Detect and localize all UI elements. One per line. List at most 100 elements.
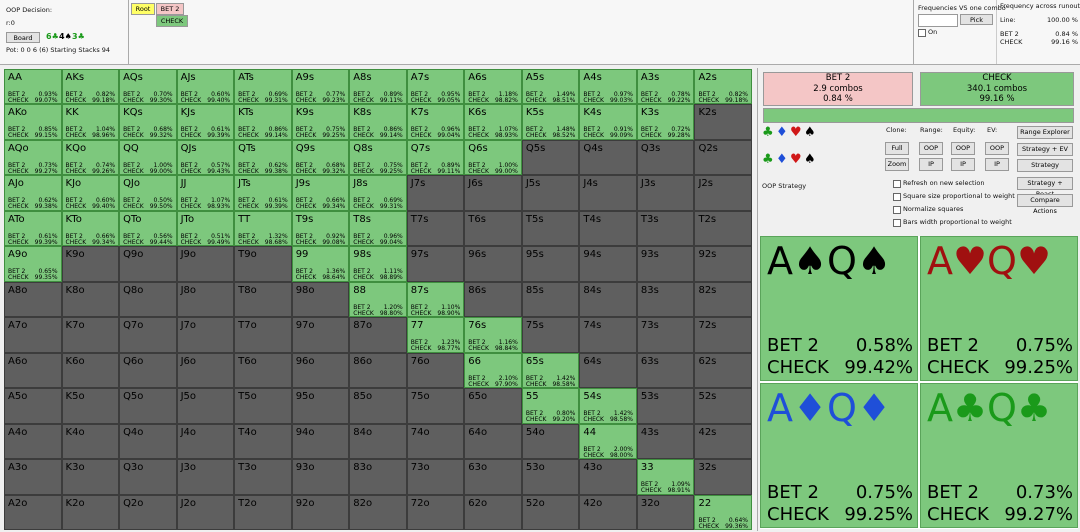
hand-cell[interactable]: KJo BET 2 0.60% CHECK 99.40% (61, 175, 120, 211)
view-button[interactable]: Strategy (1017, 159, 1073, 172)
hand-cell[interactable]: Q4s (579, 139, 637, 176)
hand-cell[interactable]: T2s (694, 210, 752, 247)
hand-cell[interactable]: A9s BET 2 0.77% CHECK 99.23% (291, 69, 350, 105)
hand-cell[interactable]: Q5s (521, 139, 580, 176)
hand-cell[interactable]: Q3o (119, 459, 177, 495)
hand-cell[interactable]: A2s BET 2 0.82% CHECK 99.18% (694, 69, 752, 105)
hand-cell[interactable]: 74s (579, 317, 637, 353)
hand-cell[interactable]: J7o (176, 317, 235, 353)
checkbox[interactable] (918, 29, 926, 37)
hand-cell[interactable]: J8s BET 2 0.69% CHECK 99.31% (349, 175, 407, 211)
hand-cell[interactable]: Q5o (119, 388, 177, 424)
hand-cell[interactable]: 96o (291, 352, 350, 389)
hand-cell[interactable]: AJo BET 2 0.62% CHECK 99.38% (4, 175, 62, 211)
control-button[interactable]: OOP (919, 142, 943, 155)
hand-cell[interactable]: 98s BET 2 1.11% CHECK 98.89% (349, 246, 407, 282)
hand-cell[interactable]: 42s (694, 423, 752, 460)
hand-cell[interactable]: K4s BET 2 0.91% CHECK 99.09% (579, 104, 637, 140)
hand-cell[interactable]: T4o (234, 423, 292, 460)
hand-cell[interactable]: Q2s (694, 139, 752, 176)
hand-cell[interactable]: 76s BET 2 1.16% CHECK 98.84% (464, 317, 522, 353)
hand-cell[interactable]: 62s (694, 352, 752, 389)
hand-cell[interactable]: 64o (464, 423, 522, 460)
hand-cell[interactable]: A8o (4, 281, 62, 318)
hand-cell[interactable]: QTs BET 2 0.62% CHECK 99.38% (234, 139, 292, 176)
hand-cell[interactable]: Q7o (119, 317, 177, 353)
hand-cell[interactable]: 73s (636, 317, 695, 353)
hand-cell[interactable]: 64s (579, 352, 637, 389)
hand-cell[interactable]: A5s BET 2 1.49% CHECK 98.51% (521, 69, 580, 105)
hand-cell[interactable]: T7o (234, 317, 292, 353)
hand-cell[interactable]: T6o (234, 352, 292, 389)
hand-cell[interactable]: T3o (234, 459, 292, 495)
hand-cell[interactable]: 94o (291, 423, 350, 460)
hand-cell[interactable]: AKo BET 2 0.85% CHECK 99.15% (4, 104, 62, 140)
hand-cell[interactable]: 73o (406, 459, 465, 495)
hand-cell[interactable]: JJ BET 2 1.07% CHECK 98.93% (176, 175, 235, 211)
hand-cell[interactable]: Q8s BET 2 0.75% CHECK 99.25% (349, 139, 407, 176)
hand-cell[interactable]: QTo BET 2 0.56% CHECK 99.44% (119, 210, 177, 247)
hand-cell[interactable]: T7s (406, 210, 465, 247)
hand-cell[interactable]: 88 BET 2 1.20% CHECK 98.80% (349, 281, 407, 318)
hand-cell[interactable]: J5s (521, 175, 580, 211)
hand-cell[interactable]: 32s (694, 459, 752, 495)
hand-cell[interactable]: QQ BET 2 1.00% CHECK 99.00% (119, 139, 177, 176)
hand-cell[interactable]: J4s (579, 175, 637, 211)
hand-cell[interactable]: J6s (464, 175, 522, 211)
hand-cell[interactable]: T3s (636, 210, 695, 247)
hand-cell[interactable]: K7s BET 2 0.96% CHECK 99.04% (406, 104, 465, 140)
hand-cell[interactable]: A4s BET 2 0.97% CHECK 99.03% (579, 69, 637, 105)
hand-cell[interactable]: 43s (636, 423, 695, 460)
control-button[interactable]: IP (951, 158, 975, 171)
hand-cell[interactable]: Q7s BET 2 0.89% CHECK 99.11% (406, 139, 465, 176)
hand-cell[interactable]: T5s (521, 210, 580, 247)
board-button[interactable]: Board (6, 32, 40, 43)
checkbox[interactable] (893, 206, 901, 214)
hand-cell[interactable]: 86o (349, 352, 407, 389)
hand-cell[interactable]: J2s (694, 175, 752, 211)
hand-cell[interactable]: 93o (291, 459, 350, 495)
hand-cell[interactable]: J9o (176, 246, 235, 282)
hand-cell[interactable]: 97s (406, 246, 465, 282)
hand-cell[interactable]: KTo BET 2 0.66% CHECK 99.34% (61, 210, 120, 247)
hand-cell[interactable]: 93s (636, 246, 695, 282)
hand-cell[interactable]: QJs BET 2 0.57% CHECK 99.43% (176, 139, 235, 176)
tree-bet[interactable]: BET 2 (156, 3, 184, 15)
hand-cell[interactable]: Q9s BET 2 0.68% CHECK 99.32% (291, 139, 350, 176)
hand-cell[interactable]: 33 BET 2 1.09% CHECK 98.91% (636, 459, 695, 495)
hand-cell[interactable]: T9o (234, 246, 292, 282)
hand-cell[interactable]: A2o (4, 494, 62, 530)
hand-cell[interactable]: 63s (636, 352, 695, 389)
hand-cell[interactable]: 74o (406, 423, 465, 460)
hand-cell[interactable]: 72o (406, 494, 465, 530)
hand-cell[interactable]: Q3s (636, 139, 695, 176)
hand-cell[interactable]: ATo BET 2 0.61% CHECK 99.39% (4, 210, 62, 247)
hand-cell[interactable]: KQo BET 2 0.74% CHECK 99.26% (61, 139, 120, 176)
hand-cell[interactable]: T2o (234, 494, 292, 530)
hand-cell[interactable]: 82o (349, 494, 407, 530)
hand-cell[interactable]: Q6o (119, 352, 177, 389)
hand-cell[interactable]: T9s BET 2 0.92% CHECK 99.08% (291, 210, 350, 247)
hand-cell[interactable]: 32o (636, 494, 695, 530)
suit-filter[interactable]: ♥ (790, 152, 802, 167)
checkbox[interactable] (893, 219, 901, 227)
hand-cell[interactable]: A9o BET 2 0.65% CHECK 99.35% (4, 246, 62, 282)
control-button[interactable]: Zoom (885, 158, 909, 171)
hand-cell[interactable]: 85o (349, 388, 407, 424)
hand-cell[interactable]: 43o (579, 459, 637, 495)
hand-cell[interactable]: 72s (694, 317, 752, 353)
hand-cell[interactable]: 96s (464, 246, 522, 282)
hand-cell[interactable]: JTs BET 2 0.61% CHECK 99.39% (234, 175, 292, 211)
hand-cell[interactable]: K3o (61, 459, 120, 495)
pick-button[interactable]: Pick (960, 14, 993, 25)
hand-cell[interactable]: J3o (176, 459, 235, 495)
hand-cell[interactable]: TT BET 2 1.32% CHECK 98.68% (234, 210, 292, 247)
hand-cell[interactable]: Q4o (119, 423, 177, 460)
hand-cell[interactable]: 82s (694, 281, 752, 318)
hand-cell[interactable]: 85s (521, 281, 580, 318)
suit-filter[interactable]: ♦ (776, 125, 788, 140)
hand-cell[interactable]: 62o (464, 494, 522, 530)
hand-cell[interactable]: 53o (521, 459, 580, 495)
hand-cell[interactable]: 75o (406, 388, 465, 424)
suit-filter[interactable]: ♠ (804, 125, 816, 140)
